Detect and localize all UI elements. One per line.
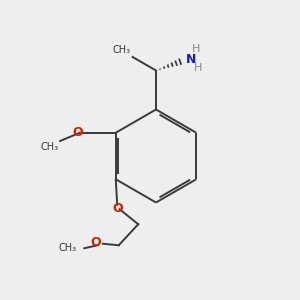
Text: H: H xyxy=(194,63,202,73)
Text: O: O xyxy=(73,126,83,139)
Text: O: O xyxy=(90,236,101,249)
Text: CH₃: CH₃ xyxy=(40,142,59,152)
Text: CH₃: CH₃ xyxy=(113,46,131,56)
Text: H: H xyxy=(192,44,200,54)
Text: N: N xyxy=(186,53,196,66)
Text: CH₃: CH₃ xyxy=(58,243,77,253)
Text: O: O xyxy=(113,202,123,215)
